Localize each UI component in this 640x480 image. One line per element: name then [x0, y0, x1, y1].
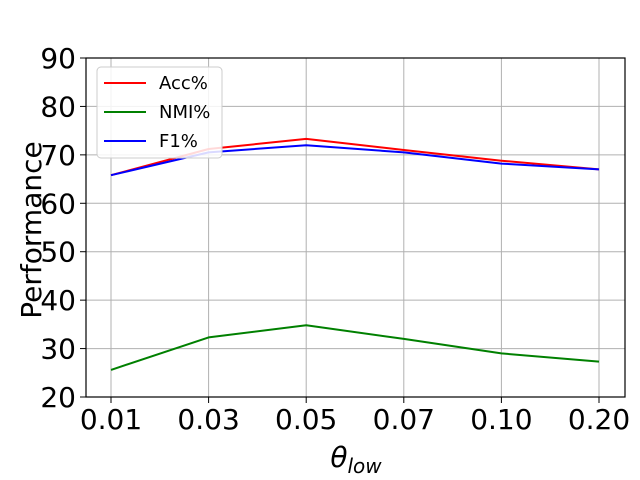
legend-box: [96, 66, 223, 159]
y-tick-labels: 20 30 40 50 60 70 80 90: [40, 42, 86, 414]
x-tick-label: 0.07: [373, 403, 435, 436]
x-tick-label: 0.05: [275, 403, 337, 436]
y-tick-label: 80: [40, 90, 76, 123]
legend-label: Acc%: [159, 73, 208, 94]
x-tick-label: 0.10: [470, 403, 532, 436]
series-line-2: [110, 324, 600, 371]
series-lines: [110, 137, 600, 371]
y-tick-label: 50: [40, 236, 76, 269]
y-tick-label: 30: [40, 333, 76, 366]
y-tick-label: 60: [40, 187, 76, 220]
legend-label: NMI%: [159, 102, 210, 123]
x-tick-labels: 0.01 0.03 0.05 0.07 0.10 0.20: [80, 397, 630, 436]
y-axis-label: Performance: [15, 141, 48, 318]
y-tick-label: 20: [40, 381, 76, 414]
x-axis-label-subscript: low: [347, 454, 382, 478]
y-tick-label: 90: [40, 42, 76, 75]
x-axis-label-symbol: θ: [330, 441, 347, 474]
legend-label: F1%: [159, 131, 198, 152]
x-tick-label: 0.01: [80, 403, 142, 436]
x-tick-label: 0.03: [177, 403, 239, 436]
x-tick-label: 0.20: [568, 403, 630, 436]
y-tick-label: 70: [40, 139, 76, 172]
legend: Acc% NMI% F1%: [96, 66, 223, 159]
plot-frame: [85, 57, 626, 398]
x-axis-label: θlow: [330, 441, 382, 478]
y-tick-label: 40: [40, 284, 76, 317]
